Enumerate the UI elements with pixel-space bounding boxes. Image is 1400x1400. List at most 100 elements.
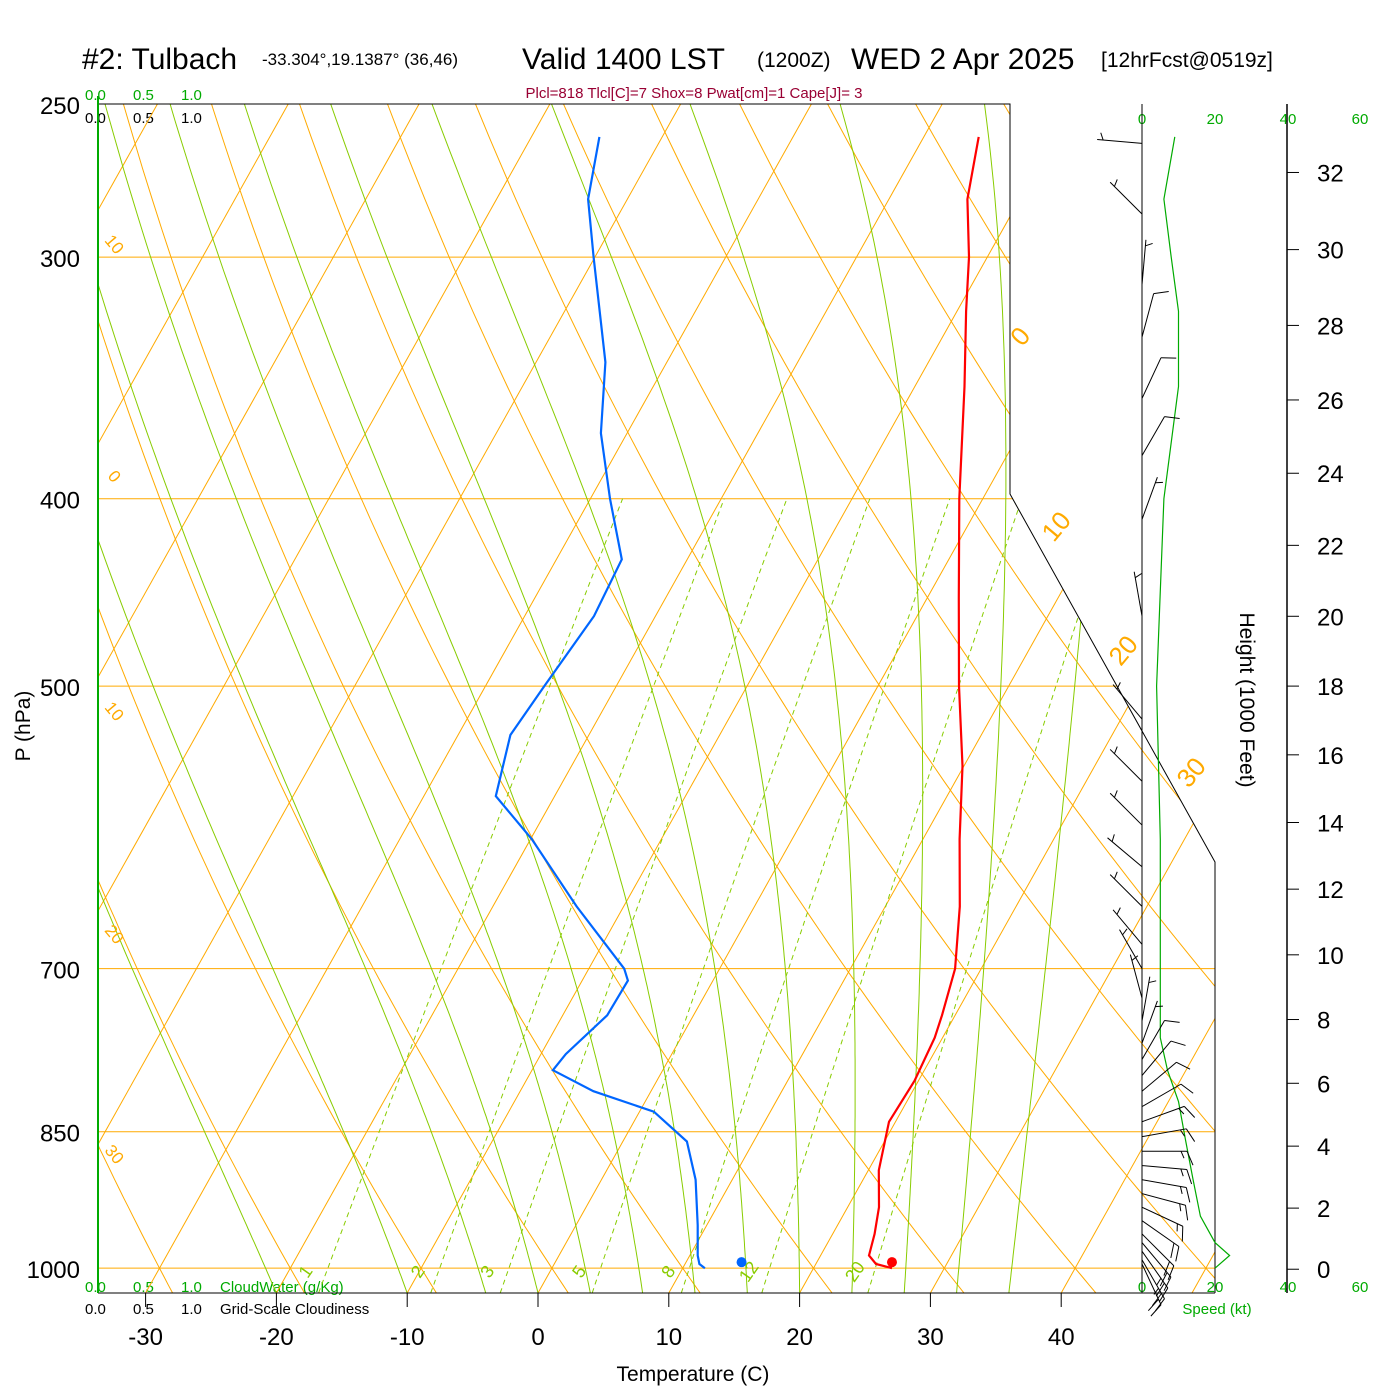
wind-barb-half-flag <box>1100 132 1104 141</box>
pressure-label: 500 <box>40 675 80 702</box>
isotherm-label: 30 <box>101 1141 128 1168</box>
dry-adiabat-line <box>1356 104 1400 1293</box>
wind-barb-half-flag <box>1111 834 1115 842</box>
dry-adiabat-line <box>563 104 1215 1293</box>
height-tick-label: 8 <box>1317 1008 1330 1035</box>
cloudiness-scale-bottom: 0.0 0.5 1.0 Grid-Scale Cloudiness <box>85 1301 369 1318</box>
dry-adiabat-line <box>98 104 437 1293</box>
moist-adiabat-line <box>98 104 408 1293</box>
cloudwater-scale-bottom: 0.0 0.5 1.0 CloudWater (g/Kg) <box>85 1279 344 1296</box>
height-tick-label: 20 <box>1317 604 1344 631</box>
wind-barb-half-flag <box>1156 1277 1162 1285</box>
wind-barb-staff <box>1129 954 1143 999</box>
dry-adiabat-line <box>98 104 174 1293</box>
wind-barb-half-flag <box>1178 1108 1185 1115</box>
wind-barb-staff <box>1141 1128 1187 1138</box>
wind-barb-half-flag <box>1179 1203 1182 1212</box>
wind-barb <box>1141 1233 1175 1281</box>
dry-adiabat-line <box>651 104 1215 1293</box>
wind-barb-flag <box>1176 1061 1191 1070</box>
wind-barb <box>1141 1083 1194 1108</box>
wind-barb <box>1141 1128 1196 1142</box>
wind-barb-staff <box>1141 1220 1180 1247</box>
pressure-label: 1000 <box>27 1257 80 1284</box>
x-tick-label: 10 <box>655 1324 682 1351</box>
wind-barb-staff <box>1141 476 1158 520</box>
background-lines <box>98 104 1400 1293</box>
dry-adiabat-line <box>211 104 833 1293</box>
dry-adiabat-line <box>98 104 305 1293</box>
wind-barb <box>1129 954 1143 999</box>
wind-barb-flag <box>1151 1293 1162 1307</box>
wind-barb-half-flag <box>1113 790 1118 798</box>
height-tick-label: 30 <box>1317 238 1344 265</box>
height-tick-label: 2 <box>1317 1196 1330 1223</box>
isotherm-label: 0 <box>1004 321 1036 351</box>
wind-barb-flag <box>1164 416 1180 419</box>
wind-barb-staff <box>1097 138 1143 144</box>
mixing-ratio-line <box>867 498 1118 1293</box>
wind-barb-flag <box>1184 1205 1189 1221</box>
wind-barb-staff <box>1141 1105 1185 1123</box>
x-axis-title: Temperature (C) <box>617 1363 770 1386</box>
wind-barb-staff <box>1141 1179 1187 1189</box>
speed-scale-bottom: 0 20 40 60 Speed (kt) <box>1138 1279 1369 1318</box>
moist-adiabat-line <box>98 104 277 1293</box>
speed-tick: 60 <box>1352 1279 1369 1296</box>
x-tick-label: -10 <box>390 1324 425 1351</box>
isotherm-label: 10 <box>101 231 128 258</box>
moist-adiabat-line <box>330 104 696 1293</box>
height-tick-label: 18 <box>1317 674 1344 701</box>
moist-adiabat-line <box>243 104 644 1293</box>
isotherm-line <box>406 104 1074 1293</box>
wind-barb-flag <box>1154 1298 1165 1312</box>
wind-barb-half-flag <box>1131 955 1139 961</box>
wind-barb-flag <box>1186 1151 1194 1166</box>
wind-barb <box>1141 1206 1184 1242</box>
wind-barb <box>1141 1220 1180 1262</box>
pressure-label: 850 <box>40 1121 80 1148</box>
wind-barb-half-flag <box>1113 179 1118 187</box>
isotherm-label: 20 <box>1102 629 1144 670</box>
speed-tick: 40 <box>1280 1279 1297 1296</box>
height-tick-label: 10 <box>1317 943 1344 970</box>
wind-barb-staff <box>1141 1233 1175 1267</box>
wind-barb <box>1109 179 1143 215</box>
wind-barb-flag <box>1159 1272 1168 1287</box>
cloudwater-tick: 0.0 <box>85 1279 106 1296</box>
temperature-profile-line <box>867 136 980 1270</box>
height-tick-label: 0 <box>1317 1257 1330 1284</box>
wind-barb-flag <box>1186 1169 1193 1185</box>
wind-barb-half-flag <box>1179 1186 1183 1194</box>
wind-barb-staff <box>1109 874 1143 907</box>
mixing-ratio-line <box>318 498 624 1293</box>
x-tick-label: 0 <box>531 1324 544 1351</box>
wind-barb-staff <box>1141 357 1162 399</box>
moist-adiabat-line <box>431 104 748 1293</box>
wind-barb <box>1141 1193 1189 1221</box>
wind-barb-flag <box>1185 1128 1196 1142</box>
wind-barb-staff <box>1141 293 1155 338</box>
height-tick-label: 32 <box>1317 160 1344 187</box>
wind-barb <box>1141 1259 1165 1312</box>
wind-barb <box>1142 1150 1194 1166</box>
moist-adiabat-line <box>169 104 591 1293</box>
valid-time: Valid 1400 LST <box>522 43 725 76</box>
valid-date: WED 2 Apr 2025 <box>851 43 1074 76</box>
isotherm-line <box>98 104 551 1293</box>
isotherm-line <box>98 104 682 1293</box>
surface-temperature-marker <box>886 1257 897 1268</box>
wind-barb <box>1141 357 1177 399</box>
dry-adiabat-line <box>122 104 701 1293</box>
mixing-ratio-label: 8 <box>657 1262 679 1282</box>
wind-barb <box>1109 790 1143 826</box>
x-tick-label: -30 <box>128 1324 163 1351</box>
isotherm-label: 0 <box>104 467 125 486</box>
wind-barb-half-flag <box>1122 928 1128 936</box>
pressure-label: 400 <box>40 488 80 515</box>
dry-adiabat-line <box>387 104 1097 1293</box>
height-tick-label: 26 <box>1317 388 1344 415</box>
height-tick-label: 4 <box>1317 1134 1330 1161</box>
wind-barb-staff <box>1141 1020 1165 1060</box>
wind-barb-flag <box>1167 1265 1175 1281</box>
